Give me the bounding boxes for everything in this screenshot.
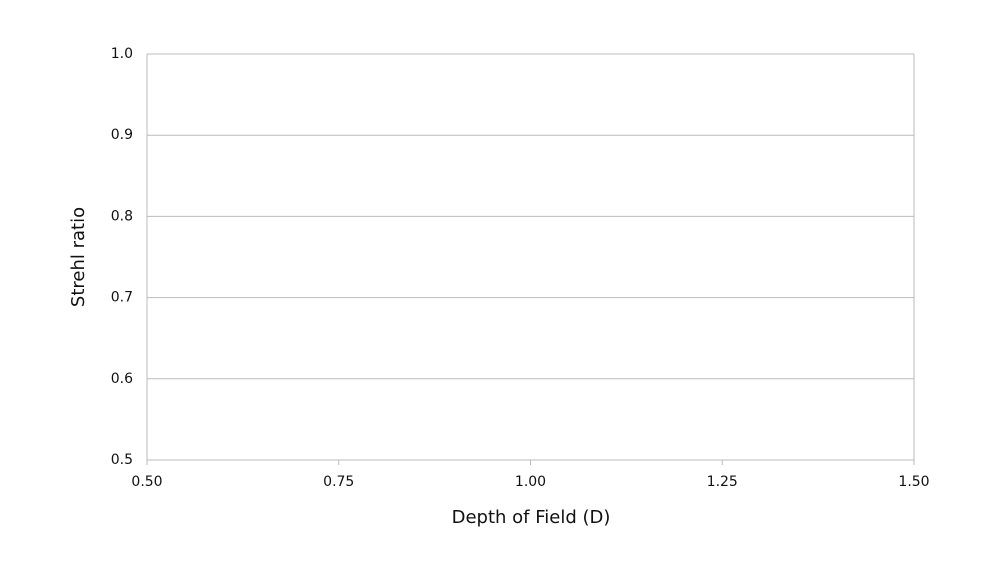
x-tick-label: 0.50 bbox=[131, 474, 162, 490]
x-tick-label: 1.25 bbox=[707, 474, 738, 490]
y-tick-label: 0.6 bbox=[111, 371, 133, 387]
x-tick-label: 1.00 bbox=[515, 474, 546, 490]
y-axis-title: Strehl ratio bbox=[68, 207, 89, 307]
x-axis-title: Depth of Field (D) bbox=[452, 507, 611, 528]
y-tick-label: 0.7 bbox=[111, 290, 133, 306]
y-tick-label: 0.8 bbox=[111, 208, 133, 224]
y-tick-label: 1.0 bbox=[111, 46, 133, 62]
y-tick-label: 0.9 bbox=[111, 127, 133, 143]
x-tick-label: 1.50 bbox=[898, 474, 929, 490]
y-tick-label: 0.5 bbox=[111, 452, 133, 468]
x-tick-label: 0.75 bbox=[323, 474, 354, 490]
